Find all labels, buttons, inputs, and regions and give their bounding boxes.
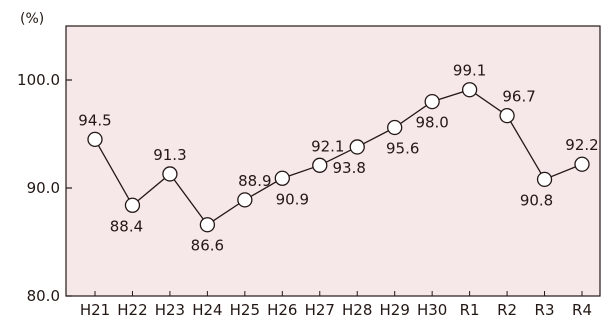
x-tick-label: H23 [155,301,185,319]
data-label: 93.8 [333,159,366,177]
data-point-marker [312,157,328,173]
x-tick-label: H28 [342,301,372,319]
x-tick-label: R3 [535,301,555,319]
plot-area [65,25,601,297]
data-point-marker [199,217,216,233]
data-point-marker [574,156,590,172]
data-point-marker [424,93,440,110]
x-tick-label: H30 [417,301,447,319]
x-tick-label: H26 [267,301,297,319]
x-tick-label: R4 [572,301,592,319]
data-label: 99.1 [453,62,486,80]
data-point-marker [349,139,365,155]
data-point-marker [124,197,141,213]
data-point-marker [274,170,290,186]
x-tick-label: H27 [305,301,335,319]
x-tick-label: R2 [497,301,517,319]
data-label: 86.6 [191,237,224,255]
x-tick-label: H25 [230,301,260,319]
x-tick-label: R1 [460,301,480,319]
data-label: 92.2 [565,136,598,154]
data-label: 95.6 [386,140,419,158]
y-tick-label: 90.0 [27,179,60,197]
y-axis-unit-label: (%) [20,11,44,27]
x-axis-tick-labels: H21 H22 H23 H24 H25 H26 H27 H28 H29 H30 R1 R2 R3 R4 [80,291,592,319]
y-axis-ticks: 80.0 90.0 100.0 [17,71,72,305]
data-label: 91.3 [153,146,186,164]
data-point-marker [461,82,478,98]
data-label: 98.0 [415,114,448,132]
data-point-marker [536,171,553,188]
data-point-marker [162,166,178,182]
series-markers [87,82,590,233]
data-point-marker [499,107,515,124]
y-tick-label: 80.0 [27,287,60,305]
data-label: 96.7 [502,88,535,106]
x-tick-label: H21 [80,301,110,319]
data-label: 90.8 [520,191,553,209]
y-tick-label: 100.0 [17,71,60,89]
data-point-marker [237,192,253,208]
data-labels: 94.5 88.4 91.3 86.6 88.9 90.9 92.1 93.8 95.6 98.0… [78,62,598,255]
data-point-marker [87,131,103,148]
data-label: 88.4 [110,217,143,235]
data-point-marker [387,119,403,136]
data-label: 88.9 [238,172,271,190]
x-tick-label: H24 [192,301,222,319]
data-label: 90.9 [276,190,309,208]
x-tick-label: H29 [380,301,410,319]
data-label: 94.5 [78,111,111,129]
x-tick-label: H22 [117,301,147,319]
data-label: 92.1 [311,137,344,155]
